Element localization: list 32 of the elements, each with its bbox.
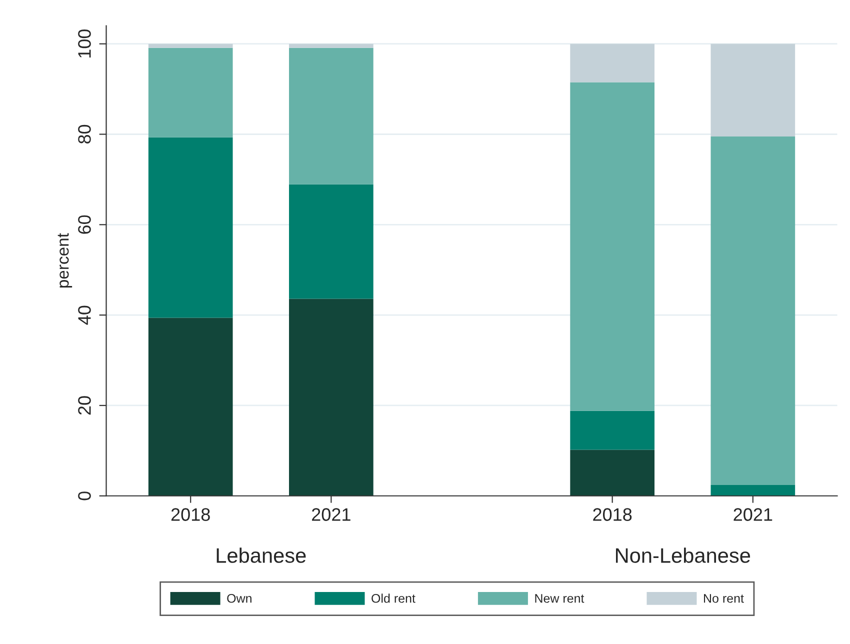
y-axis-title: percent [58, 233, 72, 288]
bar [148, 137, 233, 318]
x-tick-label: 2018 [171, 508, 210, 521]
bar [710, 44, 796, 137]
x-tick-label: 2018 [593, 508, 632, 521]
bar [289, 44, 374, 48]
bar [710, 485, 796, 496]
y-tick-label: 60 [78, 215, 91, 234]
x-tick-label: 2021 [734, 508, 772, 521]
bar [289, 48, 374, 184]
legend-label: New rent [535, 594, 584, 603]
y-tick-label: 0 [78, 492, 91, 500]
bar [570, 410, 654, 450]
bar [148, 48, 233, 138]
bar [148, 318, 233, 496]
y-tick-label: 80 [78, 124, 91, 144]
y-tick-label: 100 [78, 29, 91, 58]
bar [289, 184, 374, 299]
legend-label: No rent [704, 594, 744, 603]
bar [148, 44, 233, 48]
x-tick-label: 2021 [312, 508, 350, 521]
legend-label: Own [227, 594, 252, 603]
y-tick-label: 20 [78, 396, 91, 415]
legend-label: Old rent [372, 594, 416, 603]
y-tick-label: 40 [78, 306, 91, 325]
bar [570, 44, 654, 82]
bar [289, 298, 374, 496]
bar [570, 450, 654, 496]
bar [710, 136, 796, 486]
bar [570, 82, 654, 411]
text: Lebanese [216, 548, 306, 563]
text: Non-Lebanese [616, 548, 750, 563]
